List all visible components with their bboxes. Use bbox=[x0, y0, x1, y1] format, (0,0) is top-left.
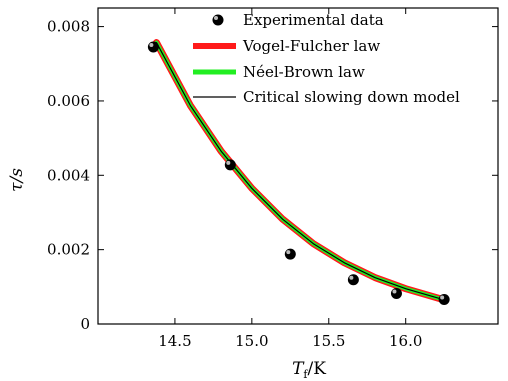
y-tick-label: 0.008 bbox=[47, 18, 90, 36]
data-point-highlight bbox=[349, 275, 354, 280]
x-tick-label: 15.5 bbox=[312, 332, 345, 350]
legend-label-experimental-data: Experimental data bbox=[243, 11, 384, 29]
legend-label-critical-slowing-down: Critical slowing down model bbox=[243, 88, 460, 106]
series-line-vogel-fulcher-law bbox=[152, 39, 448, 304]
x-axis-label-subscript: f bbox=[303, 368, 308, 381]
axis-ticks: 14.5 15.0 15.5 16.0 0 0.002 0.004 0.006 0.008 bbox=[47, 8, 498, 350]
data-point bbox=[390, 288, 402, 300]
x-tick-label: 14.5 bbox=[158, 332, 191, 350]
data-point bbox=[284, 248, 296, 260]
experimental-points bbox=[147, 41, 450, 305]
x-tick-label: 16.0 bbox=[389, 332, 422, 350]
y-tick-label: 0 bbox=[80, 315, 90, 333]
legend: Experimental data Vogel-Fulcher law Néel… bbox=[193, 11, 460, 106]
data-point-highlight bbox=[226, 160, 231, 165]
y-tick-label: 0.002 bbox=[47, 241, 90, 259]
series-line-n-el-brown-law bbox=[154, 40, 447, 302]
x-axis-label-main: T bbox=[292, 359, 305, 379]
x-axis-label-unit: /K bbox=[307, 359, 326, 379]
legend-label-vogel-fulcher: Vogel-Fulcher law bbox=[242, 37, 380, 55]
data-point-highlight bbox=[392, 289, 397, 294]
x-axis-label: Tf/K bbox=[292, 359, 326, 381]
data-point bbox=[438, 293, 450, 305]
data-point bbox=[224, 159, 236, 171]
x-tick-label: 15.0 bbox=[235, 332, 268, 350]
data-point-highlight bbox=[440, 295, 445, 300]
legend-marker-highlight bbox=[214, 16, 218, 20]
data-point-highlight bbox=[286, 250, 291, 255]
legend-label-neel-brown: Néel-Brown law bbox=[243, 63, 365, 81]
y-axis-label: τ/s bbox=[7, 168, 27, 192]
legend-marker-experimental-data bbox=[212, 14, 224, 26]
plot-frame bbox=[97, 7, 499, 325]
y-tick-label: 0.004 bbox=[47, 166, 90, 184]
data-point bbox=[147, 41, 159, 53]
data-point-highlight bbox=[149, 43, 154, 48]
y-tick-label: 0.006 bbox=[47, 92, 90, 110]
data-point bbox=[347, 274, 359, 286]
series-line-critical-slowing-down-model bbox=[155, 41, 445, 301]
fit-curves bbox=[152, 39, 448, 304]
